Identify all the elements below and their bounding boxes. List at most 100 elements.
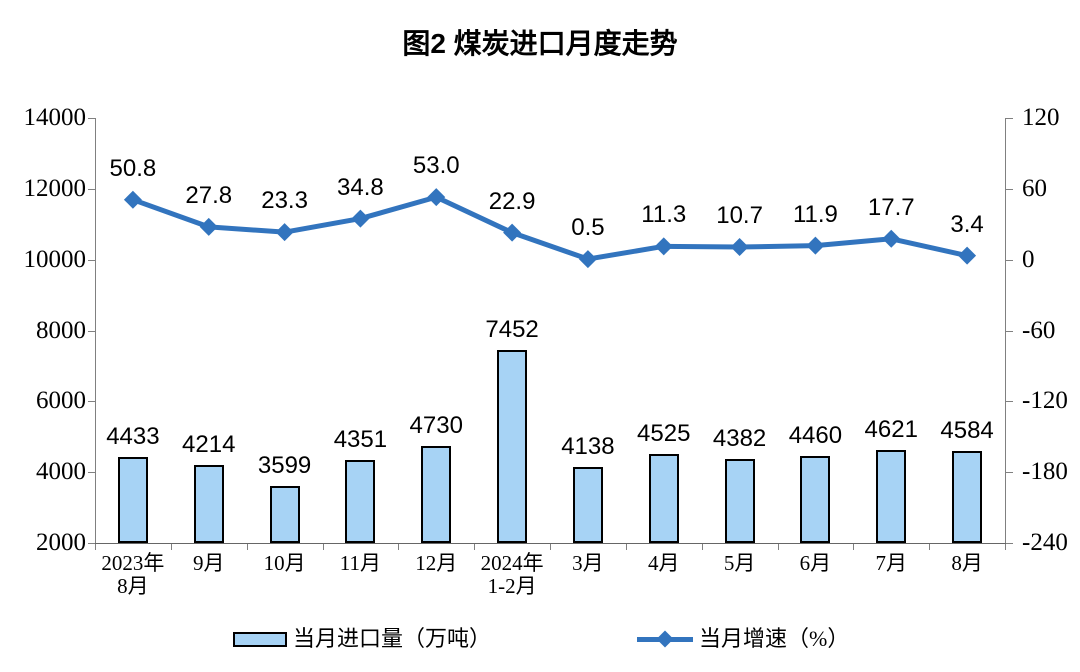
y-axis-left-label: 4000 — [36, 458, 86, 486]
diamond-marker-icon — [199, 217, 218, 236]
y-axis-right-label: 120 — [1022, 104, 1060, 131]
line-value-label: 11.3 — [641, 201, 687, 229]
x-axis-category-label: 2024年 1-2月 — [480, 551, 544, 598]
line-value-label: 0.5 — [571, 214, 605, 242]
bar — [648, 453, 679, 543]
bar-value-label: 4621 — [864, 416, 918, 444]
diamond-marker-icon — [730, 238, 749, 257]
bar — [800, 455, 831, 543]
y-axis-left-label: 10000 — [23, 245, 87, 273]
y-axis-left-label: 12000 — [23, 174, 87, 202]
x-axis-tick — [625, 544, 627, 550]
diamond-marker-icon — [882, 229, 901, 248]
y-axis-right-label: -120 — [1022, 387, 1068, 415]
x-axis-tick — [1005, 544, 1006, 550]
x-axis-category-label: 3月 — [572, 551, 604, 575]
diamond-marker-icon — [123, 190, 142, 209]
bar — [952, 451, 983, 543]
x-axis-category-label: 2023年 8月 — [101, 551, 165, 598]
bar — [724, 458, 755, 543]
y-axis-left-tick — [88, 259, 95, 261]
bar — [876, 450, 907, 543]
y-axis-right — [1005, 118, 1006, 543]
y-axis-left-tick — [88, 330, 95, 332]
diamond-marker-icon — [654, 237, 673, 256]
bar-value-label: 4584 — [940, 417, 994, 445]
bar — [345, 459, 376, 543]
x-axis-tick — [246, 544, 248, 550]
y-axis-left-tick — [88, 543, 95, 544]
bar-value-label: 4138 — [561, 433, 615, 461]
x-axis-tick — [95, 544, 96, 550]
line-value-label: 11.9 — [792, 200, 838, 228]
chart-title: 图2 煤炭进口月度走势 — [402, 28, 678, 59]
line-value-label: 3.4 — [950, 210, 984, 238]
x-axis-tick — [853, 544, 855, 550]
bar-value-label: 4214 — [182, 430, 236, 458]
diamond-marker-icon — [427, 188, 446, 207]
x-axis-category-label: 9月 — [193, 551, 225, 575]
bar-value-label: 4730 — [409, 412, 463, 440]
y-axis-left-tick — [88, 118, 95, 119]
y-axis-right-tick — [1006, 472, 1013, 474]
y-axis-right-tick — [1006, 259, 1013, 261]
legend-line-label: 当月增速（%） — [699, 626, 850, 651]
y-axis-left-label: 6000 — [36, 387, 86, 415]
line-path — [132, 194, 968, 262]
x-axis-tick — [550, 544, 551, 550]
x-axis-category-label: 5月 — [723, 551, 756, 575]
x-axis-tick — [170, 544, 172, 550]
y-axis-right-tick — [1006, 543, 1013, 544]
x-axis-category-label: 8月 — [951, 551, 983, 575]
line-value-label: 27.8 — [185, 181, 233, 209]
x-axis-tick — [398, 544, 400, 550]
y-axis-left — [95, 118, 96, 543]
y-axis-right-tick — [1006, 401, 1013, 403]
legend-bar-label: 当月进口量（万吨） — [293, 626, 492, 651]
y-axis-right-tick — [1006, 188, 1013, 190]
x-axis-category-label: 4月 — [648, 551, 680, 575]
x-axis-tick — [701, 544, 703, 550]
bar — [269, 486, 300, 543]
x-axis-category-label: 12月 — [415, 551, 458, 575]
x-axis-category-label: 11月 — [339, 551, 382, 575]
x-axis-category-label: 6月 — [799, 551, 832, 575]
diamond-marker-icon — [578, 250, 597, 269]
y-axis-right-tick — [1006, 330, 1013, 332]
line-value-label: 17.7 — [867, 193, 915, 221]
y-axis-left-tick — [88, 472, 95, 474]
y-axis-left-tick — [88, 401, 95, 403]
y-axis-right-label: -60 — [1022, 316, 1056, 344]
y-axis-right-tick — [1006, 118, 1013, 119]
diamond-marker-icon — [275, 223, 294, 242]
diamond-marker-icon — [806, 236, 825, 255]
line-value-label: 53.0 — [412, 152, 460, 180]
y-axis-left-label: 14000 — [23, 104, 87, 131]
x-axis-category-label: 7月 — [875, 551, 908, 575]
bar-value-label: 4351 — [333, 425, 388, 453]
bar — [193, 464, 224, 543]
diamond-marker-icon — [958, 246, 977, 265]
x-axis-tick — [322, 544, 324, 550]
legend-bar-series: 当月进口量（万吨） — [233, 626, 491, 652]
diamond-marker-icon — [503, 223, 522, 242]
x-axis-tick — [929, 544, 931, 550]
legend-line-series: 当月增速（%） — [637, 626, 849, 652]
bar-value-label: 3599 — [257, 452, 312, 480]
x-axis — [95, 543, 1006, 544]
y-axis-left-label: 8000 — [36, 316, 86, 344]
line-value-label: 23.3 — [261, 187, 308, 215]
diamond-marker-icon — [351, 209, 370, 228]
bar-value-label: 4382 — [712, 424, 767, 452]
y-axis-right-label: -180 — [1022, 458, 1068, 486]
line-value-label: 50.8 — [109, 154, 157, 182]
bar-value-label: 4433 — [106, 422, 160, 450]
bar-value-label: 7452 — [485, 315, 539, 343]
y-axis-right-label: 60 — [1022, 174, 1047, 202]
line-value-label: 34.8 — [337, 173, 384, 201]
bar-value-label: 4525 — [637, 419, 691, 447]
x-axis-category-label: 10月 — [263, 551, 306, 575]
bar — [117, 456, 148, 543]
diamond-marker-icon — [656, 630, 674, 648]
